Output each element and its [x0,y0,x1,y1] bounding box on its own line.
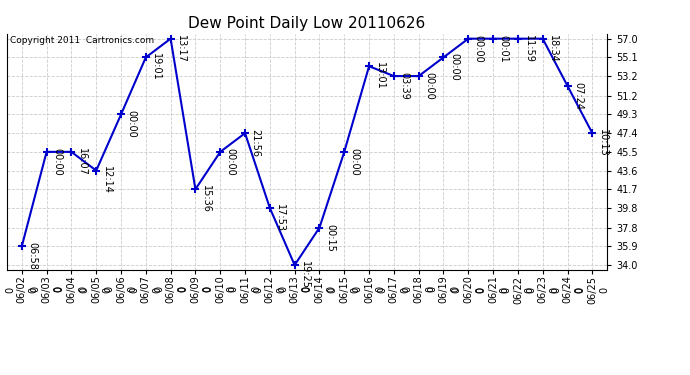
Text: 21:56: 21:56 [250,129,261,157]
Text: 00:00: 00:00 [449,53,459,81]
Text: 13:17: 13:17 [176,34,186,62]
Text: 00:01: 00:01 [499,34,509,62]
Text: Copyright 2011  Cartronics.com: Copyright 2011 Cartronics.com [10,36,154,45]
Text: 11:59: 11:59 [524,34,533,62]
Text: 00:15: 00:15 [325,224,335,251]
Text: 15:36: 15:36 [201,185,211,213]
Text: 00:00: 00:00 [126,110,137,138]
Text: 07:24: 07:24 [573,82,583,110]
Text: 19:25: 19:25 [300,261,310,289]
Text: 13:01: 13:01 [375,62,384,90]
Text: 17:53: 17:53 [275,204,286,232]
Text: 00:00: 00:00 [52,148,62,176]
Text: 00:00: 00:00 [350,148,359,176]
Text: 06:58: 06:58 [28,242,37,270]
Text: 19:01: 19:01 [151,53,161,81]
Text: 18:34: 18:34 [549,34,558,62]
Text: 12:14: 12:14 [101,166,112,194]
Title: Dew Point Daily Low 20110626: Dew Point Daily Low 20110626 [188,16,426,31]
Text: 00:00: 00:00 [226,148,236,176]
Text: 03:39: 03:39 [400,72,409,100]
Text: 00:00: 00:00 [424,72,434,100]
Text: 16:07: 16:07 [77,148,87,176]
Text: 10:13: 10:13 [598,129,608,157]
Text: 00:00: 00:00 [474,34,484,62]
